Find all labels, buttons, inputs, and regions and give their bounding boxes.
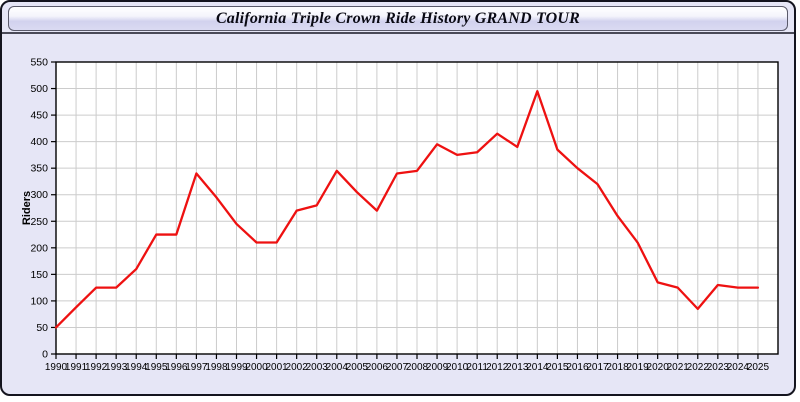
svg-text:2006: 2006 bbox=[366, 362, 389, 373]
svg-text:300: 300 bbox=[30, 189, 48, 201]
svg-text:1998: 1998 bbox=[205, 362, 228, 373]
svg-text:2002: 2002 bbox=[286, 362, 309, 373]
svg-text:1992: 1992 bbox=[85, 362, 108, 373]
svg-text:2009: 2009 bbox=[426, 362, 449, 373]
svg-text:200: 200 bbox=[30, 242, 48, 254]
svg-text:2014: 2014 bbox=[526, 362, 549, 373]
svg-text:2018: 2018 bbox=[606, 362, 629, 373]
svg-text:2001: 2001 bbox=[265, 362, 288, 373]
svg-text:2003: 2003 bbox=[306, 362, 329, 373]
page-title-bar: California Triple Crown Ride History GRA… bbox=[8, 6, 788, 31]
svg-text:2010: 2010 bbox=[446, 362, 469, 373]
svg-text:250: 250 bbox=[30, 216, 48, 228]
y-axis-title: Riders bbox=[21, 191, 33, 225]
riders-series-line bbox=[54, 90, 760, 329]
svg-text:550: 550 bbox=[30, 57, 48, 69]
svg-text:100: 100 bbox=[30, 295, 48, 307]
page-title: California Triple Crown Ride History GRA… bbox=[215, 9, 581, 27]
svg-text:1993: 1993 bbox=[105, 362, 128, 373]
svg-text:0: 0 bbox=[42, 349, 48, 361]
svg-text:2020: 2020 bbox=[647, 362, 670, 373]
svg-text:2025: 2025 bbox=[747, 362, 770, 373]
svg-text:2015: 2015 bbox=[546, 362, 569, 373]
svg-text:500: 500 bbox=[30, 83, 48, 95]
svg-text:2024: 2024 bbox=[727, 362, 750, 373]
x-axis-labels: 1990199119921993199419951996199719981999… bbox=[45, 362, 770, 373]
svg-text:1991: 1991 bbox=[65, 362, 88, 373]
svg-text:450: 450 bbox=[30, 110, 48, 122]
svg-text:1996: 1996 bbox=[165, 362, 188, 373]
svg-text:1997: 1997 bbox=[185, 362, 208, 373]
svg-text:1995: 1995 bbox=[145, 362, 168, 373]
svg-text:2019: 2019 bbox=[626, 362, 649, 373]
svg-text:2011: 2011 bbox=[466, 362, 488, 373]
svg-text:2004: 2004 bbox=[326, 362, 349, 373]
svg-text:1994: 1994 bbox=[125, 362, 148, 373]
grid bbox=[56, 62, 778, 354]
svg-text:2023: 2023 bbox=[707, 362, 730, 373]
svg-text:2005: 2005 bbox=[346, 362, 369, 373]
titlebar-divider bbox=[2, 32, 794, 34]
svg-text:150: 150 bbox=[30, 269, 48, 281]
svg-text:400: 400 bbox=[30, 136, 48, 148]
svg-text:2000: 2000 bbox=[245, 362, 268, 373]
svg-text:2016: 2016 bbox=[566, 362, 589, 373]
svg-text:2012: 2012 bbox=[486, 362, 509, 373]
svg-text:2021: 2021 bbox=[667, 362, 690, 373]
svg-text:1990: 1990 bbox=[45, 362, 68, 373]
svg-text:2008: 2008 bbox=[406, 362, 429, 373]
svg-text:2022: 2022 bbox=[687, 362, 710, 373]
y-axis-ticks bbox=[51, 61, 56, 355]
svg-text:2007: 2007 bbox=[386, 362, 409, 373]
svg-text:2013: 2013 bbox=[506, 362, 529, 373]
svg-text:2017: 2017 bbox=[586, 362, 609, 373]
svg-text:1999: 1999 bbox=[225, 362, 248, 373]
svg-text:350: 350 bbox=[30, 163, 48, 175]
x-axis-ticks bbox=[55, 354, 759, 359]
y-axis-labels: 0 50 100 150 200 250 300 350 400 450 500 550 bbox=[30, 57, 48, 361]
svg-text:50: 50 bbox=[36, 322, 48, 334]
